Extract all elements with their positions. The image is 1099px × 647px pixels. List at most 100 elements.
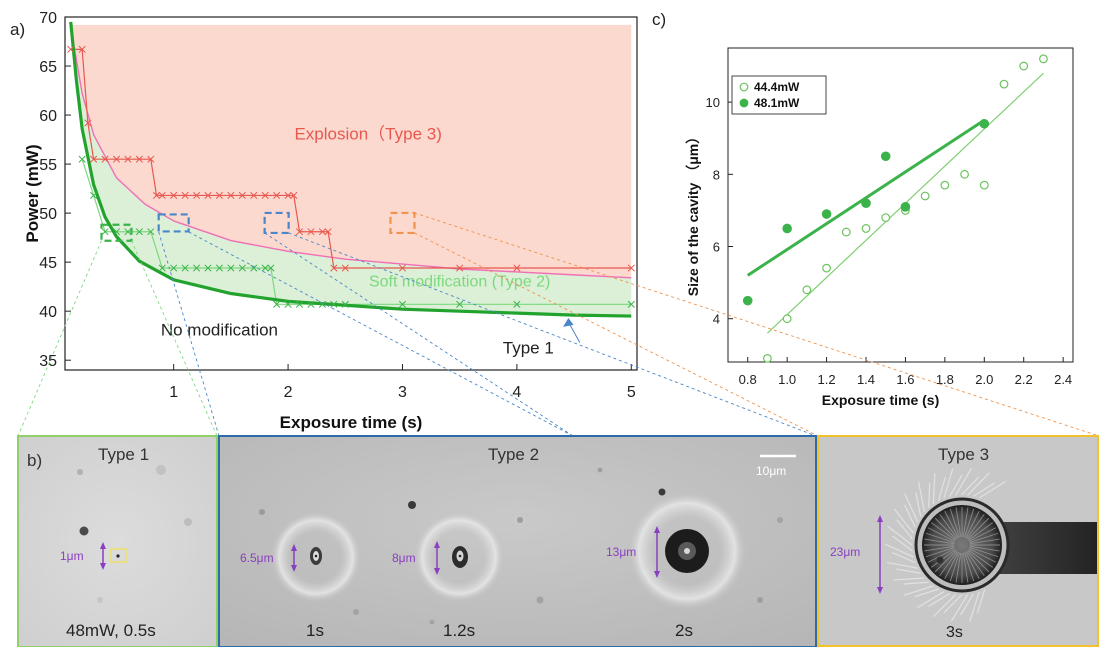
- y-tick-label: 55: [39, 157, 57, 174]
- explosion-point: [135, 155, 143, 163]
- x-tick-label: 2: [284, 384, 293, 401]
- explosion-point: [158, 191, 166, 200]
- modification-fit-line: [69, 21, 632, 318]
- soft-modification-region: [70, 21, 632, 317]
- highlight-box: [110, 548, 127, 563]
- modification-point: [147, 228, 155, 236]
- modification-point: [250, 264, 258, 272]
- explosion-point: [330, 264, 338, 272]
- data-point: [782, 314, 792, 324]
- modification-point: [267, 264, 275, 272]
- explosion-point: [204, 191, 212, 200]
- x-axis-label: Exposure time (s): [822, 392, 939, 408]
- data-point: [1019, 61, 1029, 71]
- type3-size-label: 23μm: [830, 545, 860, 559]
- data-point: [763, 353, 772, 363]
- modification-point: [158, 264, 166, 272]
- y-tick-label: 8: [713, 167, 720, 182]
- data-point: [900, 202, 911, 212]
- modification-point: [318, 300, 326, 308]
- x-tick-label: 1.0: [778, 372, 796, 387]
- y-tick-label: 50: [39, 206, 57, 223]
- type3-title: Type 3: [938, 445, 989, 464]
- size-arrow: [877, 515, 883, 594]
- explosion-point: [324, 228, 332, 236]
- data-point: [960, 169, 969, 179]
- x-tick-label: 3: [398, 384, 407, 401]
- y-axis-label: Size of the cavity （μm）: [685, 130, 701, 297]
- modification-point: [627, 300, 635, 308]
- type2-caption-2: 1.2s: [443, 621, 475, 640]
- modification-point: [135, 228, 143, 236]
- modification-point: [170, 264, 178, 272]
- legend: 44.4mW 48.1mW: [731, 75, 827, 115]
- modification-point: [284, 300, 292, 308]
- modification-point: [295, 300, 304, 308]
- explosion-point: [261, 191, 269, 200]
- y-tick-label: 6: [713, 240, 720, 255]
- type1-caption: 48mW, 0.5s: [66, 621, 156, 640]
- data-point: [861, 198, 871, 208]
- x-tick-label: 2.0: [975, 372, 993, 387]
- explosion-point: [513, 264, 521, 272]
- x-tick-label: 2.2: [1015, 372, 1033, 387]
- data-point: [920, 191, 930, 201]
- connector-line: [288, 232, 817, 437]
- explosion-point: [398, 264, 407, 272]
- modification-point: [181, 264, 189, 272]
- modification-point: [261, 264, 269, 272]
- y-tick-label: 70: [39, 10, 57, 27]
- x-tick-label: 0.8: [739, 372, 757, 387]
- connector-lines: [17, 212, 1099, 437]
- y-axis-label: Power (mW): [23, 144, 42, 242]
- connector-line: [264, 232, 574, 437]
- data-point: [821, 209, 832, 219]
- explosion-point: [290, 191, 298, 200]
- modification-point: [307, 300, 315, 308]
- data-point: [822, 263, 831, 273]
- y-tick-label: 40: [39, 304, 57, 321]
- x-tick-label: 1.4: [857, 372, 875, 387]
- chart-c: 4 6 8 10 0.8 1.0 1.2 1.4 1.6 1.8 2.0 2.2 2.4 Exposure…: [685, 47, 1074, 408]
- modification-point: [398, 300, 407, 308]
- type2-size-label-2: 8μm: [392, 551, 416, 565]
- explosion-point: [101, 155, 109, 163]
- explosion-point: [307, 228, 315, 236]
- explosion-point: [238, 191, 246, 200]
- x-tick-label: 1.8: [936, 372, 954, 387]
- y-tick-label: 10: [706, 95, 720, 110]
- data-point: [979, 118, 990, 129]
- explosion-point: [341, 264, 349, 272]
- x-tick-label: 1.6: [896, 372, 914, 387]
- modification-point: [112, 228, 121, 236]
- x-tick-label: 2.4: [1054, 372, 1072, 387]
- annotation: No modification: [161, 321, 278, 340]
- modification-point: [124, 228, 132, 236]
- data-point: [742, 295, 753, 306]
- explosion-point: [627, 264, 635, 272]
- type3-caption: 3s: [946, 624, 963, 641]
- modification-point: [78, 155, 86, 163]
- explosion-point: [124, 155, 132, 163]
- explosion-point: [152, 191, 161, 200]
- data-point: [802, 285, 812, 295]
- plot-frame: [64, 16, 638, 371]
- data-point: [979, 180, 989, 190]
- explosion-point: [78, 45, 86, 53]
- explosion-region: [70, 24, 632, 278]
- legend-marker: [739, 82, 749, 92]
- modification-point: [204, 264, 212, 272]
- explosion-point: [67, 45, 75, 53]
- modification-point: [456, 300, 464, 308]
- legend-label: 48.1mW: [754, 96, 800, 110]
- modification-point: [101, 228, 109, 236]
- y-tick-label: 65: [39, 59, 57, 76]
- y-tick-label: 60: [39, 108, 57, 125]
- type1-arrowhead: [563, 318, 574, 327]
- x-axis-label: Exposure time (s): [280, 413, 423, 432]
- explosion-point: [193, 191, 201, 200]
- explosion-point: [181, 191, 189, 200]
- data-point: [940, 180, 950, 190]
